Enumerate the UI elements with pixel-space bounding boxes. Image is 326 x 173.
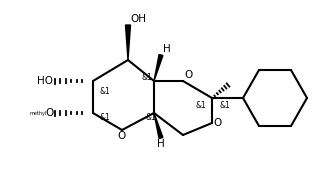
Text: O: O — [118, 131, 126, 141]
Polygon shape — [154, 54, 163, 81]
Polygon shape — [154, 113, 163, 139]
Text: O: O — [184, 70, 192, 80]
Text: methyl: methyl — [30, 112, 47, 116]
Text: &1: &1 — [142, 73, 153, 82]
Text: O: O — [46, 108, 54, 118]
Text: H: H — [163, 44, 171, 54]
Text: &1: &1 — [219, 101, 230, 110]
Text: H: H — [157, 139, 165, 149]
Text: &1: &1 — [100, 113, 111, 122]
Text: &1: &1 — [145, 113, 156, 122]
Text: HO: HO — [37, 76, 53, 86]
Text: O: O — [213, 118, 221, 128]
Text: OH: OH — [130, 14, 146, 24]
Text: &1: &1 — [196, 101, 207, 110]
Polygon shape — [126, 25, 130, 60]
Text: &1: &1 — [100, 87, 111, 96]
